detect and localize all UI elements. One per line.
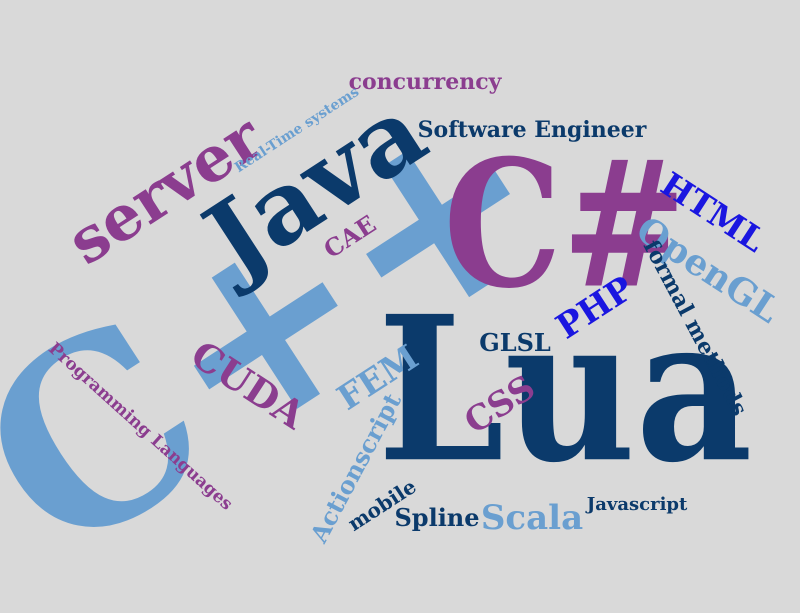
word-software-engineer: Software Engineer	[417, 117, 647, 143]
word-lua: Lua	[377, 272, 753, 507]
word-concurrency: concurrency	[348, 69, 502, 95]
word-spline: Spline	[394, 503, 480, 532]
word-glsl: GLSL	[479, 328, 551, 357]
word-javascript: Javascript	[586, 494, 688, 515]
word-csharp: C#	[443, 122, 687, 328]
word-scala: Scala	[480, 498, 584, 538]
